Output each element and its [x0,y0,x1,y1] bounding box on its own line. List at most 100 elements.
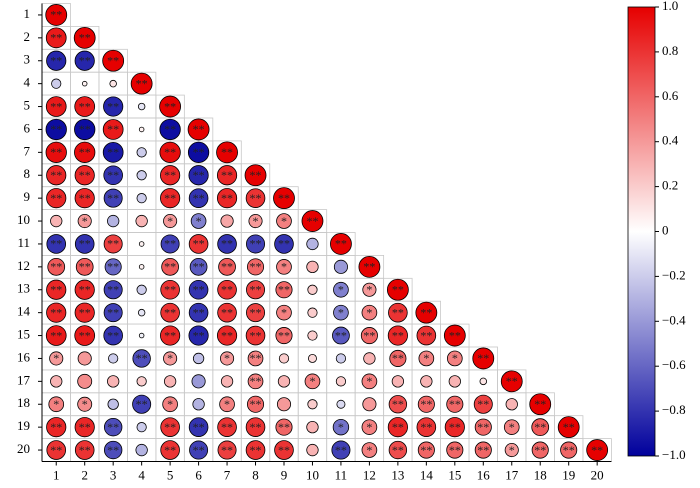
significance-label: ** [477,397,489,411]
significance-label: ** [563,420,575,434]
corr-circle [74,165,95,186]
significance-label: ** [534,397,546,411]
significance-label: ** [392,420,404,434]
significance-label: ** [278,328,290,342]
significance-label: ** [221,305,233,319]
corr-circle [187,141,210,163]
significance-label: ** [335,328,347,342]
significance-label: ** [79,260,91,274]
significance-label: ** [50,191,62,205]
x-tick-label: 2 [81,467,88,482]
corr-circle [107,375,120,388]
corr-circle [162,396,178,413]
corr-circle [417,395,435,413]
corr-circle [219,396,235,413]
significance-label: * [167,351,173,365]
corr-circle [132,349,151,368]
significance-label: ** [107,305,119,319]
significance-label: ** [250,168,262,182]
corr-circle [301,210,324,232]
significance-label: * [53,397,59,411]
significance-label: ** [107,191,119,205]
significance-label: ** [477,443,489,457]
corr-circle [77,373,93,389]
corr-circle [217,440,237,460]
significance-label: ** [449,443,461,457]
significance-label: ** [50,283,62,297]
corr-circle [275,418,293,436]
corr-circle [363,352,376,365]
corr-circle [217,279,237,300]
significance-label: * [366,283,372,297]
corr-circle [77,396,93,412]
significance-label: ** [164,145,176,159]
corr-circle [307,284,318,295]
corr-circle [138,332,145,339]
corr-circle [74,325,96,346]
y-tick-label: 1 [24,6,31,21]
significance-label: ** [79,328,91,342]
corr-circle [103,325,123,346]
colorbar-tick-label: 0.2 [662,178,678,193]
corr-circle [220,214,234,228]
significance-label: ** [193,305,205,319]
corr-circle [358,255,381,278]
corr-circle [138,264,145,270]
corr-circle [45,118,67,141]
corr-circle [192,352,205,365]
significance-label: * [167,214,173,228]
significance-label: * [253,214,259,228]
corr-circle [304,373,321,390]
significance-label: ** [107,283,119,297]
corr-circle [107,214,120,228]
corr-circle [248,214,263,229]
significance-label: ** [193,420,205,434]
corr-circle [136,376,147,387]
significance-label: ** [221,237,233,251]
colorbar-tick-label: −0.8 [662,402,686,417]
corr-circle [245,325,266,346]
corr-circle [557,416,580,439]
x-tick-label: 11 [335,467,348,482]
y-tick-label: 4 [24,75,31,90]
corr-circle [276,304,292,321]
x-tick-label: 16 [477,467,491,482]
corr-circle [136,170,147,181]
corr-circle [332,326,350,345]
significance-label: ** [449,420,461,434]
significance-label: ** [164,122,176,136]
corr-circle [46,302,67,323]
corr-circle [46,279,67,300]
corr-circle [45,27,67,49]
significance-label: ** [107,328,119,342]
significance-label: * [452,351,458,365]
corr-circle [50,214,63,228]
significance-label: * [224,351,230,365]
corr-circle [160,417,180,437]
corr-circle [336,399,346,409]
corr-circle [188,234,209,254]
significance-label: ** [107,420,119,434]
significance-label: ** [164,328,176,342]
corr-circle [137,308,146,317]
x-tick-label: 18 [534,467,547,482]
significance-label: ** [420,397,432,411]
y-tick-label: 5 [24,98,31,113]
corr-circle [246,303,266,323]
corr-circle [332,418,350,436]
corr-circle [278,353,290,364]
y-tick-label: 17 [17,372,31,387]
x-tick-label: 19 [562,467,575,482]
corr-circle [74,96,96,117]
corr-circle [246,258,265,276]
significance-label: ** [50,145,62,159]
corr-circle [387,325,408,346]
corr-circle [330,233,352,255]
colorbar-tick-label: 0.8 [662,43,678,58]
corr-circle [163,351,178,366]
y-tick-label: 20 [17,441,30,456]
significance-label: * [53,351,59,365]
corr-circle [77,351,92,366]
y-tick-label: 11 [17,235,30,250]
significance-label: ** [250,443,262,457]
